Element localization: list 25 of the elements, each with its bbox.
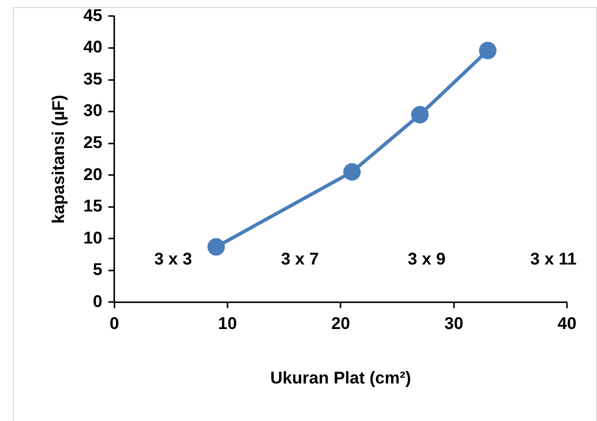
annotation: 3 x 9	[408, 249, 446, 268]
point	[479, 42, 497, 60]
x-tick-label: 20	[331, 314, 350, 334]
y-tick-label: 35	[83, 69, 102, 88]
annotation: 3 x 11	[530, 249, 577, 268]
point	[207, 238, 225, 256]
y-tick-label: 10	[83, 228, 102, 248]
y-tick-label: 45	[83, 6, 102, 25]
y-tick-label: 25	[83, 133, 102, 152]
x-axis-title: Ukuran Plat (cm²)	[270, 368, 412, 388]
x-tick-label: 40	[558, 314, 576, 334]
annotation: 3 x 3	[154, 249, 192, 268]
y-tick-label: 0	[92, 292, 102, 311]
x-tick-label: 0	[110, 314, 120, 334]
y-tick-label: 40	[83, 38, 102, 57]
annotation: 3 x 7	[281, 249, 319, 268]
y-axis-title: kapasitansi (µF)	[48, 94, 68, 224]
y-tick-label: 20	[83, 164, 102, 184]
y-tick-label: 5	[92, 260, 102, 280]
x-tick-label: 30	[444, 314, 464, 334]
y-tick-label: 15	[83, 196, 102, 216]
point	[343, 163, 361, 181]
x-tick-label: 10	[218, 314, 237, 334]
point	[411, 106, 429, 124]
y-tick-label: 30	[83, 101, 102, 120]
